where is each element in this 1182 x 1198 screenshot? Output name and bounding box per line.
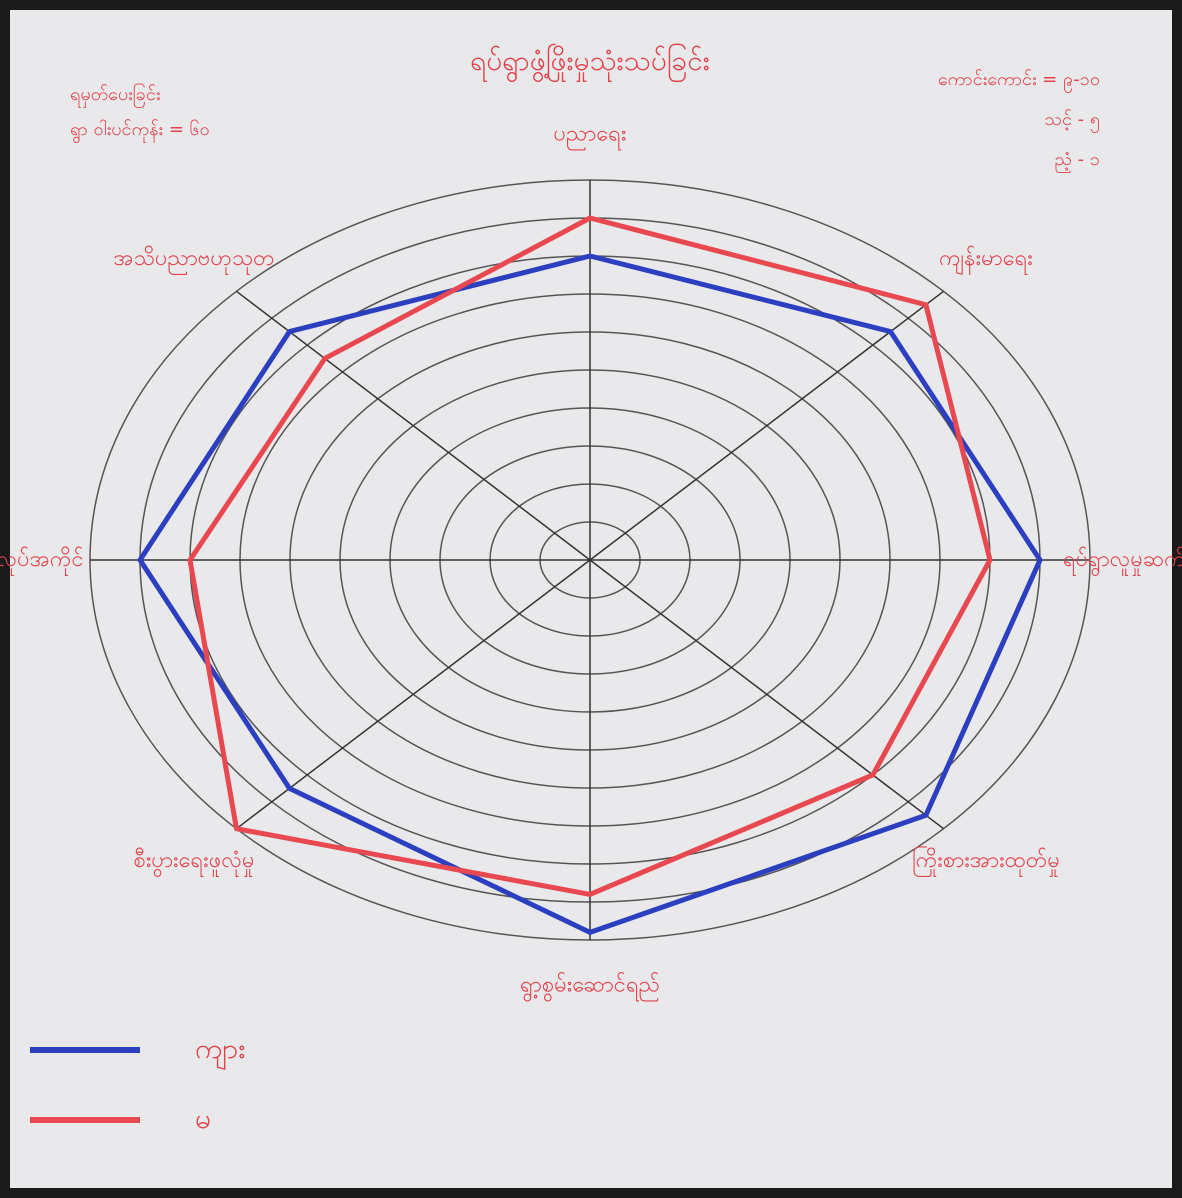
axis-label: ကျန်းမာရေး [939, 245, 1033, 275]
note: ရွာ ဝါးပင်ကုန်း = ၆၀ [70, 119, 210, 143]
note: သင့် - ၅ [1045, 109, 1100, 133]
axis-label: ကြိုးစားအားထုတ်မှု [912, 846, 1060, 877]
axis-label: အသိပညာဗဟုသုတ [113, 245, 274, 275]
axis-label: ပညာရေး [553, 121, 626, 150]
note: ညံ့ - ၁ [1055, 149, 1100, 173]
chart-title: ရပ်ရွာဖွံ့ဖြိုးမှုသုံးသပ်ခြင်း [470, 42, 710, 83]
paper [10, 10, 1172, 1188]
axis-label: အလုပ်အကိုင် [0, 546, 84, 576]
legend-label: မ [195, 1102, 211, 1135]
note: ရမှတ်ပေးခြင်း [70, 83, 160, 108]
note: ကောင်းကောင်း = ၉-၁၀ [938, 69, 1100, 93]
chart: ရပ်ရွာဖွံ့ဖြိုးမှုသုံးသပ်ခြင်း ရမှတ်ပေးခ… [0, 0, 1182, 1198]
